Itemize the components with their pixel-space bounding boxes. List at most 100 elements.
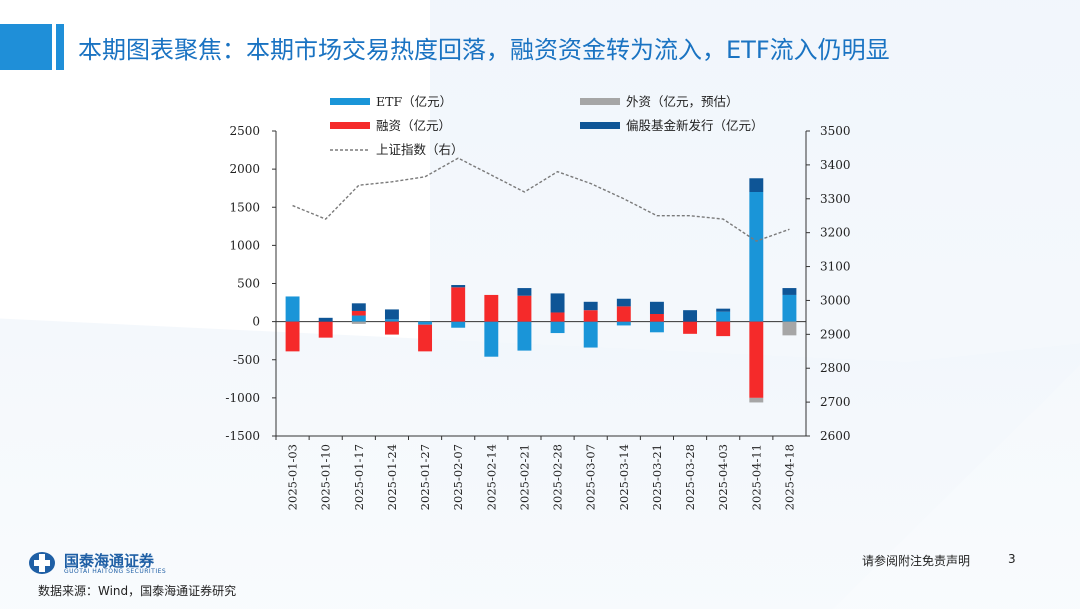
- x-tick-label: 2025-04-03: [716, 444, 730, 510]
- logo-mark-icon: [29, 552, 55, 574]
- y-tick-label-left: 500: [237, 277, 260, 291]
- bar: [418, 321, 433, 325]
- y-tick-label-left: -1500: [225, 429, 260, 443]
- bar: [285, 296, 300, 322]
- company-logo: 国泰海通证券 GUOTAI HAITONG SECURITIES: [28, 549, 238, 577]
- page-number: 3: [1008, 552, 1016, 566]
- legend-swatch: [580, 98, 620, 105]
- x-tick-label: 2025-01-10: [319, 444, 333, 510]
- y-tick-label-right: 3300: [820, 192, 851, 206]
- x-tick-label: 2025-02-21: [517, 444, 531, 510]
- chart-line: [292, 157, 790, 242]
- legend-label: 外资（亿元，预估）: [626, 94, 739, 109]
- bar: [649, 301, 664, 314]
- y-tick-label-right: 3100: [820, 260, 851, 274]
- bar: [649, 321, 664, 333]
- bar: [418, 324, 433, 352]
- y-tick-label-right: 2600: [820, 429, 851, 443]
- sse-index-line: [292, 157, 790, 242]
- bar: [583, 321, 598, 348]
- x-tick-label: 2025-01-24: [385, 444, 399, 510]
- bar: [351, 303, 366, 311]
- bar: [716, 311, 731, 322]
- title-accent-bar-thin: [56, 24, 64, 70]
- y-tick-label-left: 1500: [229, 200, 260, 214]
- bar: [384, 321, 399, 335]
- legend-swatch: [330, 98, 370, 105]
- data-source-note: 数据来源：Wind，国泰海通证券研究: [38, 584, 237, 598]
- bar: [550, 293, 565, 313]
- bar: [583, 301, 598, 311]
- legend-label: 偏股基金新发行（亿元）: [626, 118, 764, 133]
- bar: [484, 294, 499, 322]
- x-tick-label: 2025-04-11: [749, 444, 763, 510]
- bar: [782, 288, 797, 295]
- bar: [616, 298, 631, 307]
- bar: [451, 285, 466, 288]
- x-tick-label: 2025-01-17: [352, 444, 366, 510]
- y-tick-label-left: -1000: [225, 391, 260, 405]
- y-tick-label-left: 2000: [229, 162, 260, 176]
- bar: [782, 321, 797, 336]
- x-tick-label: 2025-04-18: [782, 444, 796, 510]
- bar: [749, 178, 764, 192]
- disclaimer-link[interactable]: 请参阅附注免责声明: [862, 554, 971, 568]
- y-tick-label-left: -500: [233, 353, 260, 367]
- legend-label: 上证指数（右）: [376, 142, 464, 157]
- legend-swatch: [330, 122, 370, 129]
- y-tick-label-right: 3400: [820, 158, 851, 172]
- x-tick-label: 2025-03-28: [683, 444, 697, 510]
- y-tick-label-left: 0: [252, 315, 260, 329]
- page-title: 本期图表聚焦：本期市场交易热度回落，融资资金转为流入，ETF流入仍明显: [78, 36, 890, 64]
- x-tick-label: 2025-03-07: [584, 444, 598, 510]
- y-tick-label-right: 2700: [820, 395, 851, 409]
- x-tick-label: 2025-01-03: [286, 444, 300, 510]
- bar: [683, 310, 698, 322]
- bar: [550, 312, 565, 322]
- bar: [451, 321, 466, 328]
- bar: [683, 321, 698, 334]
- bar: [318, 317, 333, 322]
- bar: [285, 321, 300, 352]
- x-tick-label: 2025-03-21: [650, 444, 664, 510]
- bar: [351, 315, 366, 322]
- bar: [517, 288, 532, 296]
- y-tick-label-left: 1000: [229, 238, 260, 252]
- chart-legend: ETF（亿元） 外资（亿元，预估） 融资（亿元） 偏股基金新发行（亿元） 上证指数（右）: [330, 94, 764, 157]
- y-tick-label-right: 2900: [820, 327, 851, 341]
- bar: [451, 287, 466, 322]
- bar: [318, 321, 333, 338]
- logo-text-cn: 国泰海通证券: [64, 552, 155, 570]
- bar: [749, 321, 764, 398]
- y-tick-label-right: 2800: [820, 361, 851, 375]
- bar: [749, 192, 764, 322]
- x-tick-label: 2025-02-14: [484, 444, 498, 510]
- bar: [716, 308, 731, 312]
- bar: [384, 319, 399, 322]
- x-tick-label: 2025-01-27: [418, 444, 432, 510]
- y-tick-label-right: 3200: [820, 226, 851, 240]
- bar: [351, 310, 366, 316]
- bar: [517, 295, 532, 322]
- bar: [550, 321, 565, 334]
- bar: [583, 310, 598, 322]
- x-tick-label: 2025-02-07: [451, 444, 465, 510]
- legend-label: ETF（亿元）: [376, 94, 452, 109]
- y-tick-label-right: 3000: [820, 293, 851, 307]
- chart-axes: -1500 -1000 -500 0 500 1000 1500 2000 2500 2600 27…: [225, 124, 850, 510]
- bar: [484, 321, 499, 357]
- chart-bars: [285, 178, 797, 403]
- bar: [716, 321, 731, 337]
- x-tick-label: 2025-03-14: [617, 444, 631, 510]
- bar: [351, 321, 366, 324]
- x-tick-label: 2025-02-28: [551, 444, 565, 510]
- legend-swatch: [580, 122, 620, 129]
- title-accent-bar: [0, 24, 52, 70]
- bar: [616, 321, 631, 326]
- bar: [782, 294, 797, 322]
- y-tick-label-left: 2500: [229, 124, 260, 138]
- bar: [749, 397, 764, 403]
- bar: [384, 309, 399, 320]
- background-shape-lower: [0, 318, 1080, 609]
